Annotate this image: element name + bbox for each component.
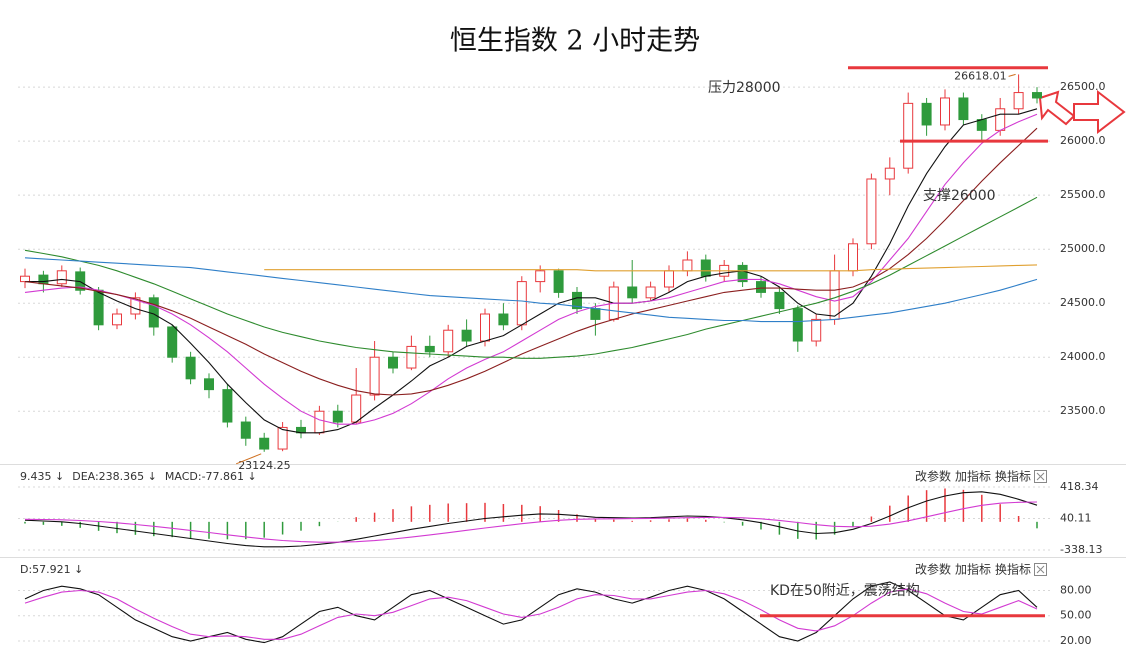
- candle-body: [682, 259, 693, 272]
- candle-body: [277, 426, 288, 450]
- candle-body: [774, 291, 785, 310]
- candle-body: [388, 356, 398, 369]
- candle-body: [1032, 92, 1042, 99]
- candle-body: [829, 270, 840, 320]
- ma-line: [24, 127, 1038, 396]
- candle-body: [204, 378, 214, 391]
- panel-button[interactable]: 改参数: [915, 562, 951, 577]
- candle-body: [167, 326, 178, 358]
- annotation: 支撑26000: [923, 188, 996, 204]
- y-tick-label: 50.00: [1060, 609, 1092, 622]
- y-tick-label: 418.34: [1060, 480, 1099, 493]
- dif-line: [24, 491, 1038, 548]
- panel-button[interactable]: 换指标: [995, 469, 1031, 484]
- candle-body: [811, 318, 822, 342]
- candle-body: [884, 167, 895, 180]
- annotation: 压力28000: [708, 80, 781, 96]
- candle-body: [406, 345, 417, 369]
- dea-line: [24, 501, 1038, 543]
- y-tick-label: 26000.0: [1060, 134, 1106, 147]
- annotation: KD在50附近，震荡结构: [770, 583, 920, 599]
- panel-button[interactable]: 换指标: [995, 562, 1031, 577]
- y-tick-label: 24500.0: [1060, 296, 1106, 309]
- candle-body: [351, 394, 362, 423]
- candle-body: [664, 270, 674, 288]
- candle-body: [259, 437, 270, 450]
- candle-body: [480, 313, 490, 342]
- candle-body: [1013, 92, 1024, 110]
- high-pointer: [1008, 73, 1016, 77]
- y-tick-label: 80.00: [1060, 583, 1092, 596]
- candle-body: [572, 291, 582, 310]
- candle-body: [866, 178, 877, 245]
- candle-body: [940, 97, 950, 126]
- candle-body: [848, 243, 858, 272]
- candle-body: [498, 313, 509, 326]
- candle-body: [627, 286, 638, 299]
- kd-line: [24, 588, 1038, 640]
- candle-body: [976, 119, 987, 131]
- candle-body: [20, 275, 30, 283]
- legend-text: MACD:-77.861 ↓: [165, 470, 257, 483]
- y-tick-label: 25500.0: [1060, 188, 1106, 201]
- candle-body: [38, 274, 49, 285]
- candle-body: [185, 356, 196, 380]
- candle-body: [737, 264, 748, 283]
- low-pointer: [236, 453, 262, 465]
- legend-text: D:57.921 ↓: [20, 563, 83, 576]
- candle-body: [314, 410, 325, 434]
- candle-body: [921, 102, 932, 126]
- candle-body: [535, 270, 546, 283]
- candle-body: [112, 313, 122, 326]
- candle-body: [369, 356, 380, 396]
- candle-body: [645, 286, 656, 299]
- ma-line: [264, 264, 1038, 272]
- low-label: 23124.25: [238, 459, 291, 472]
- candle-body: [130, 297, 141, 315]
- close-button[interactable]: [1034, 563, 1047, 576]
- panel-button[interactable]: 加指标: [955, 469, 991, 484]
- candle-body: [903, 102, 914, 169]
- ma-line: [24, 113, 1038, 425]
- y-tick-label: 20.00: [1060, 634, 1092, 646]
- candle-body: [461, 329, 472, 342]
- candle-body: [443, 329, 454, 353]
- legend-text: 9.435 ↓: [20, 470, 64, 483]
- candle-body: [148, 297, 159, 328]
- candle-body: [56, 270, 67, 285]
- candle-body: [590, 308, 601, 320]
- candle-body: [516, 281, 527, 326]
- y-tick-label: 23500.0: [1060, 404, 1106, 417]
- candle-body: [222, 389, 233, 423]
- ma-line: [24, 257, 1038, 323]
- y-tick-label: 24000.0: [1060, 350, 1106, 363]
- candle-body: [756, 281, 766, 293]
- candle-body: [792, 308, 803, 342]
- y-tick-label: -338.13: [1060, 543, 1102, 556]
- candle-body: [93, 289, 104, 326]
- y-tick-label: 25000.0: [1060, 242, 1106, 255]
- candle-body: [332, 410, 343, 423]
- legend-text: DEA:238.365 ↓: [72, 470, 157, 483]
- y-tick-label: 40.11: [1060, 511, 1092, 524]
- ma-line: [24, 196, 1038, 359]
- y-tick-label: 26500.0: [1060, 80, 1106, 93]
- high-label: 26618.01: [954, 69, 1007, 82]
- candle-body: [553, 270, 564, 293]
- candle-body: [995, 108, 1006, 131]
- candle-body: [240, 421, 251, 439]
- arrow-icon: [1073, 89, 1126, 135]
- panel-button[interactable]: 改参数: [915, 469, 951, 484]
- candle-body: [424, 345, 435, 353]
- kd-line: [24, 581, 1038, 644]
- candle-body: [958, 97, 969, 121]
- arrow-icon: [1038, 90, 1076, 126]
- close-button[interactable]: [1034, 470, 1047, 483]
- chart-title: 恒生指数 2 小时走势: [450, 26, 700, 57]
- candle-body: [700, 259, 711, 277]
- panel-button[interactable]: 加指标: [955, 562, 991, 577]
